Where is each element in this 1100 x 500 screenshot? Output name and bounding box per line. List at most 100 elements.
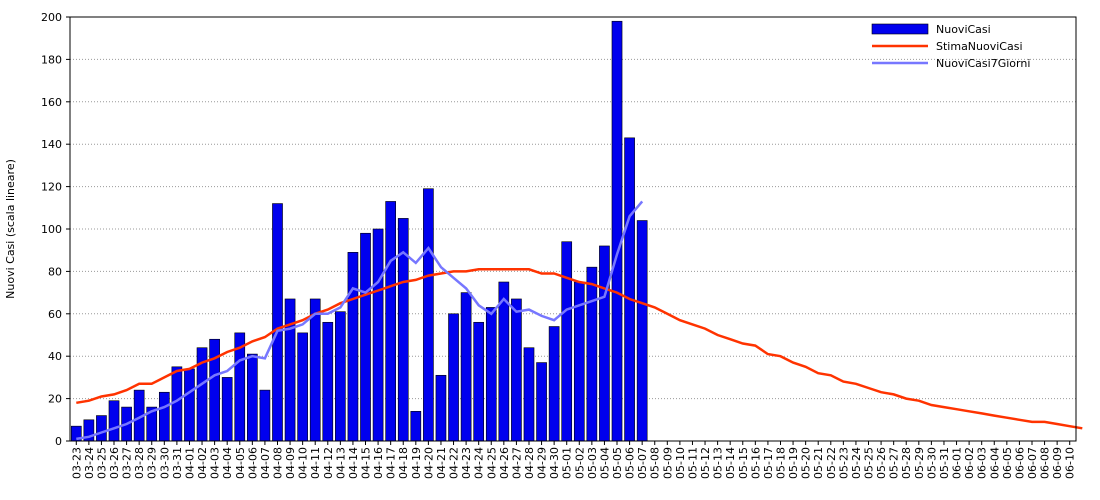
bar <box>435 374 447 442</box>
bar <box>284 298 296 442</box>
x-tick-label: 03-30 <box>158 447 171 479</box>
x-tick-label: 04-22 <box>448 447 461 479</box>
x-tick-label: 04-28 <box>523 447 536 479</box>
bar <box>561 241 573 442</box>
bar <box>322 321 334 442</box>
x-tick-label: 04-23 <box>460 447 473 479</box>
x-tick-label: 04-12 <box>322 447 335 479</box>
x-tick-label: 05-30 <box>925 447 938 479</box>
x-tick-label: 04-26 <box>498 447 511 479</box>
bar <box>309 298 321 442</box>
bar <box>460 292 472 442</box>
x-tick-label: 06-02 <box>963 447 976 479</box>
x-tick-label: 05-03 <box>586 447 599 479</box>
x-tick-label: 06-06 <box>1013 447 1026 479</box>
y-tick-label: 0 <box>55 435 62 448</box>
bar <box>410 411 422 442</box>
y-tick-label: 60 <box>48 308 62 321</box>
x-tick-label: 05-01 <box>561 447 574 479</box>
x-tick-label: 05-29 <box>913 447 926 479</box>
bar <box>96 415 107 442</box>
bar <box>221 377 233 442</box>
bar <box>611 20 623 442</box>
legend-label: NuoviCasi7Giorni <box>936 57 1030 70</box>
x-tick-label: 05-24 <box>850 447 863 479</box>
bar <box>586 266 598 442</box>
x-tick-label: 03-31 <box>171 447 184 479</box>
x-tick-label: 03-24 <box>83 447 96 479</box>
x-tick-label: 05-28 <box>900 447 913 479</box>
x-tick-label: 05-13 <box>712 447 725 479</box>
x-tick-label: 05-11 <box>686 447 699 479</box>
x-tick-label: 06-07 <box>1026 447 1039 479</box>
x-tick-label: 05-18 <box>774 447 787 479</box>
x-tick-label: 06-03 <box>976 447 989 479</box>
x-tick-label: 05-20 <box>800 447 813 479</box>
x-tick-label: 05-25 <box>863 447 876 479</box>
x-tick-label: 04-11 <box>309 447 322 479</box>
line <box>76 200 644 441</box>
x-tick-label: 04-17 <box>385 447 398 479</box>
x-tick-label: 04-29 <box>536 447 549 479</box>
x-tick-label: 03-25 <box>95 447 108 479</box>
x-tick-label: 05-16 <box>749 447 762 479</box>
x-tick-label: 04-07 <box>259 447 272 479</box>
y-axis-label: Nuovi Casi (scala lineare) <box>4 159 17 299</box>
bar <box>511 298 522 442</box>
x-tick-label: 04-14 <box>347 447 360 479</box>
x-tick-label: 04-24 <box>473 447 486 479</box>
x-tick-label: 03-27 <box>121 447 134 479</box>
x-tick-label: 05-04 <box>598 447 611 479</box>
x-tick-label: 05-14 <box>724 447 737 479</box>
x-tick-label: 04-08 <box>271 447 284 479</box>
bar <box>473 321 485 442</box>
x-tick-label: 05-22 <box>825 447 838 479</box>
x-tick-label: 06-05 <box>1001 447 1014 479</box>
x-tick-label: 04-10 <box>297 447 310 479</box>
x-tick-label: 05-26 <box>875 447 888 479</box>
x-tick-label: 04-21 <box>435 447 448 479</box>
plot-frame <box>69 16 1077 442</box>
bar <box>536 362 547 442</box>
x-tick-label: 05-27 <box>888 447 901 479</box>
x-tick-label: 05-02 <box>573 447 586 479</box>
bar <box>448 313 459 442</box>
x-tick-label: 05-19 <box>787 447 800 479</box>
x-tick-label: 04-05 <box>234 447 247 479</box>
legend-label: StimaNuoviCasi <box>936 40 1023 53</box>
x-tick-label: 04-30 <box>548 447 561 479</box>
bar <box>335 311 346 442</box>
x-tick-label: 06-08 <box>1039 447 1052 479</box>
x-tick-label: 03-23 <box>70 447 83 479</box>
y-tick-label: 100 <box>41 223 62 236</box>
x-tick-label: 03-28 <box>133 447 146 479</box>
bar <box>259 389 271 442</box>
x-tick-label: 04-27 <box>510 447 523 479</box>
bar <box>347 252 359 442</box>
bar <box>247 353 258 442</box>
y-tick-label: 200 <box>41 11 62 24</box>
x-tick-label: 04-01 <box>183 447 196 479</box>
x-tick-label: 04-15 <box>360 447 373 479</box>
x-tick-label: 03-29 <box>146 447 159 479</box>
bar <box>385 201 396 442</box>
bar <box>209 338 220 442</box>
bar <box>272 203 283 442</box>
bar <box>523 347 535 442</box>
bar <box>624 137 635 442</box>
y-tick-label: 80 <box>48 265 62 278</box>
x-tick-label: 05-31 <box>938 447 951 479</box>
bar <box>636 220 648 442</box>
bar <box>108 400 120 442</box>
line <box>76 268 1083 430</box>
bar <box>297 332 308 442</box>
y-tick-label: 20 <box>48 393 62 406</box>
y-tick-label: 40 <box>48 350 62 363</box>
y-tick-label: 180 <box>41 53 62 66</box>
x-tick-label: 04-06 <box>246 447 259 479</box>
x-tick-label: 05-06 <box>624 447 637 479</box>
y-tick-label: 160 <box>41 96 62 109</box>
x-tick-label: 04-09 <box>284 447 297 479</box>
x-tick-label: 05-15 <box>737 447 750 479</box>
